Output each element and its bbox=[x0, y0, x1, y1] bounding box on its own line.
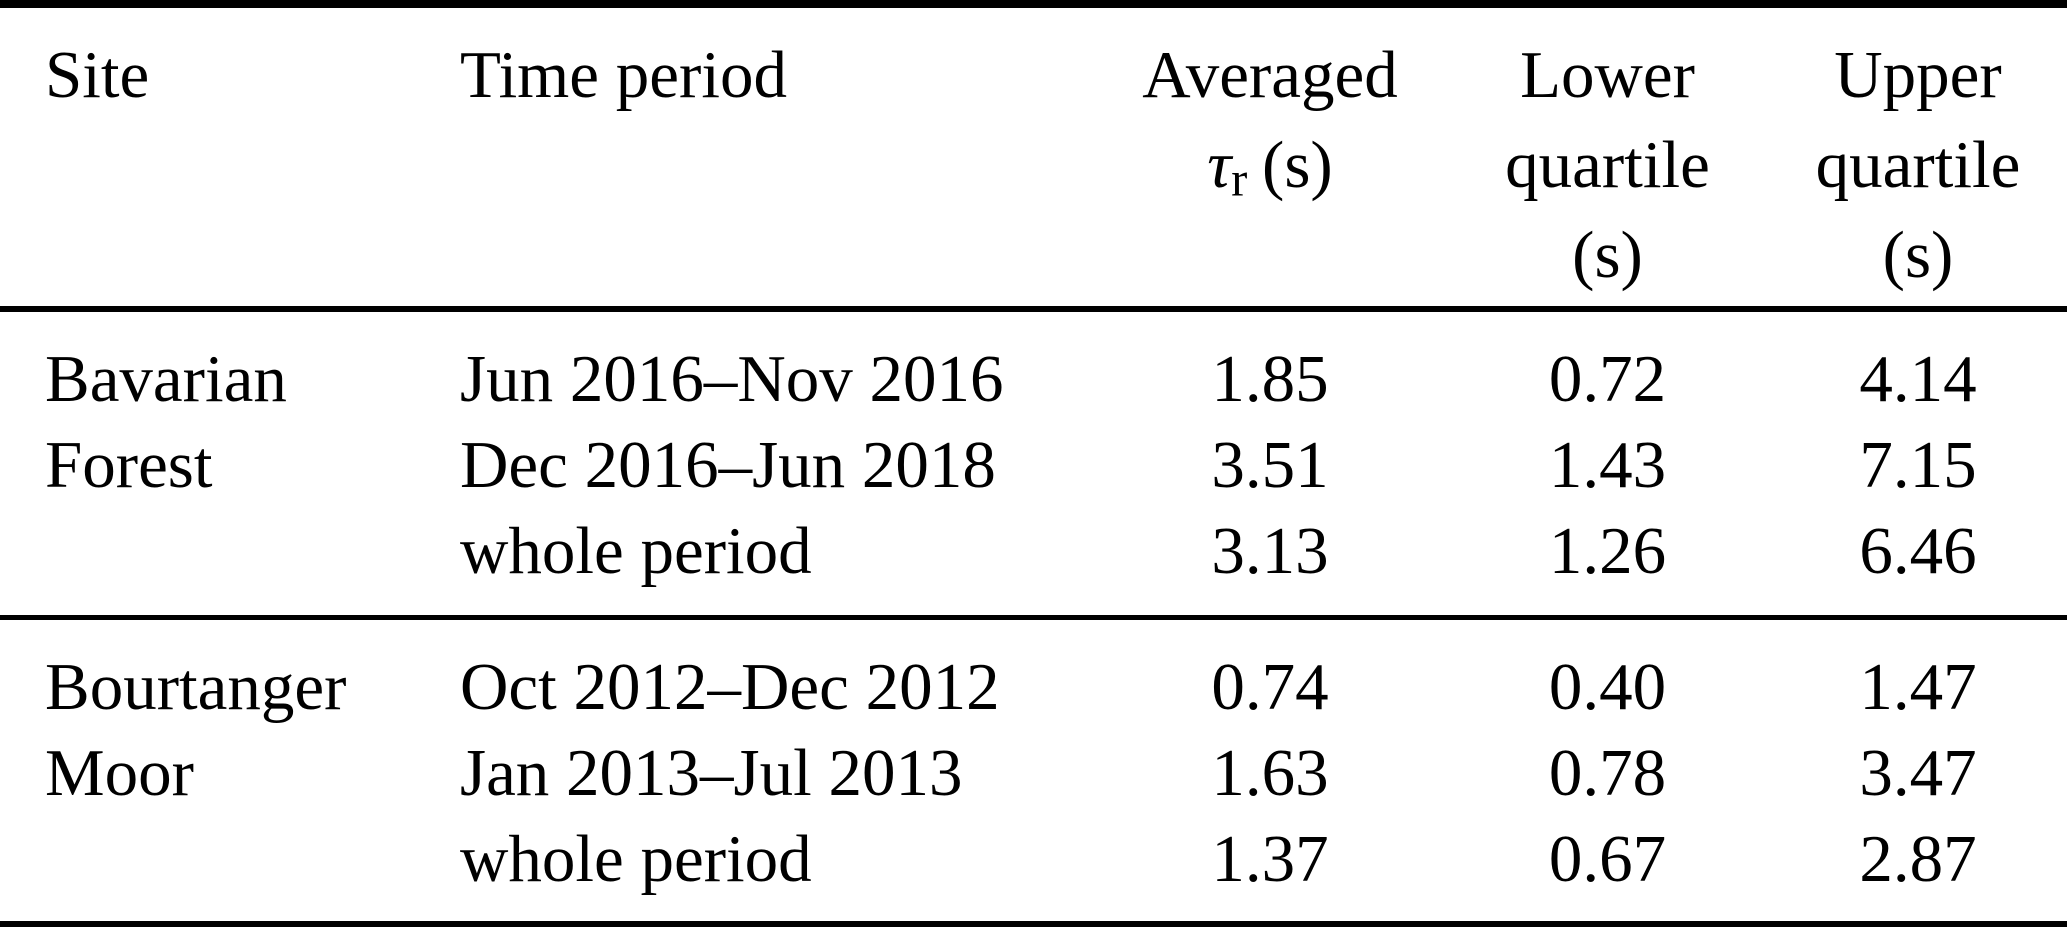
cell-lower-quartile: 0.78 bbox=[1548, 736, 1667, 810]
cell-averaged-tau: 3.13 bbox=[1211, 514, 1329, 588]
column-header-site-label: Site bbox=[45, 38, 150, 112]
cell-averaged-tau: 1.85 bbox=[1211, 342, 1329, 416]
cell-lower-quartile: 0.67 bbox=[1548, 822, 1667, 896]
cell-upper-quartile: 4.14 bbox=[1859, 342, 1977, 416]
column-header-time-period: Time period bbox=[460, 30, 1135, 306]
cell-averaged-tau: 1.37 bbox=[1211, 822, 1329, 896]
cell-upper-quartile: 2.87 bbox=[1859, 822, 1977, 896]
table-rule-group-separator bbox=[0, 615, 2067, 620]
cell-period: Jun 2016–Nov 2016 bbox=[460, 342, 1004, 416]
table-header-row: Site Time period Averaged τr (s) Lower qu… bbox=[0, 8, 2067, 306]
column-header-averaged-line1: Averaged bbox=[1142, 38, 1398, 112]
cell-lower-quartile: 0.72 bbox=[1548, 342, 1667, 416]
cell-lower-quartile: 1.43 bbox=[1548, 428, 1667, 502]
table-rule-header-separator bbox=[0, 306, 2067, 312]
cell-period: Oct 2012–Dec 2012 bbox=[460, 650, 1000, 724]
averaged-unit: (s) bbox=[1262, 128, 1333, 202]
cell-averaged-tau: 0.74 bbox=[1211, 650, 1329, 724]
column-header-averaged-tau: Averaged τr (s) bbox=[1135, 30, 1405, 306]
tau-symbol: τ bbox=[1207, 128, 1232, 202]
cell-period: whole period bbox=[460, 822, 812, 896]
site-name-line1: Bourtanger bbox=[45, 650, 347, 724]
column-header-time-period-label: Time period bbox=[460, 38, 787, 112]
table-rule-top bbox=[0, 0, 2067, 8]
column-header-lower-unit: (s) bbox=[1572, 218, 1643, 292]
row-group-bourtanger-moor: Bourtanger Moor Oct 2012–Dec 2012 0.74 0… bbox=[0, 620, 2067, 921]
cell-averaged-tau: 1.63 bbox=[1211, 736, 1329, 810]
cell-period: whole period bbox=[460, 514, 812, 588]
cell-period: Jan 2013–Jul 2013 bbox=[460, 736, 963, 810]
column-header-upper-unit: (s) bbox=[1882, 218, 1954, 292]
site-name-line1: Bavarian bbox=[45, 342, 287, 416]
column-header-averaged-line2: τr (s) bbox=[1135, 120, 1405, 210]
cell-upper-quartile: 7.15 bbox=[1859, 428, 1977, 502]
column-header-lower-quartile: Lower quartile (s) bbox=[1405, 30, 1810, 306]
column-header-upper-line2: quartile bbox=[1815, 128, 2021, 202]
site-cell-bavarian-forest: Bavarian Forest bbox=[45, 336, 460, 594]
column-header-lower-line1: Lower bbox=[1520, 38, 1695, 112]
cell-upper-quartile: 3.47 bbox=[1859, 736, 1977, 810]
column-header-upper-quartile: Upper quartile (s) bbox=[1810, 30, 2026, 306]
table-rule-bottom bbox=[0, 921, 2067, 927]
tau-subscript: r bbox=[1231, 153, 1248, 207]
column-header-site: Site bbox=[45, 30, 460, 306]
cell-upper-quartile: 1.47 bbox=[1859, 650, 1977, 724]
column-header-upper-line1: Upper bbox=[1834, 38, 2002, 112]
cell-upper-quartile: 6.46 bbox=[1859, 514, 1977, 588]
site-cell-bourtanger-moor: Bourtanger Moor bbox=[45, 644, 460, 902]
column-header-lower-line2: quartile bbox=[1505, 128, 1710, 202]
cell-averaged-tau: 3.51 bbox=[1211, 428, 1329, 502]
cell-lower-quartile: 0.40 bbox=[1548, 650, 1667, 724]
row-group-bavarian-forest: Bavarian Forest Jun 2016–Nov 2016 1.85 0… bbox=[0, 312, 2067, 615]
cell-lower-quartile: 1.26 bbox=[1548, 514, 1667, 588]
site-name-line2: Forest bbox=[45, 428, 213, 502]
site-name-line2: Moor bbox=[45, 736, 194, 810]
cell-period: Dec 2016–Jun 2018 bbox=[460, 428, 996, 502]
